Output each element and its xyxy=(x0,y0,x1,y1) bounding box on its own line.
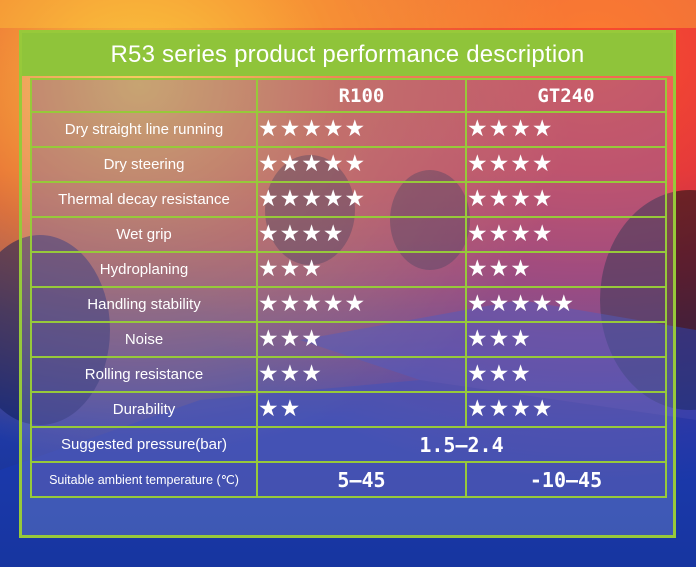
header-r100: R100 xyxy=(256,78,467,113)
table-row: Rolling resistance ★★★ ★★★ xyxy=(30,356,667,393)
header-gt240: GT240 xyxy=(465,78,667,113)
pressure-row: Suggested pressure(bar) 1.5—2.4 xyxy=(30,426,667,463)
r100-temperature-value: 5—45 xyxy=(256,461,467,498)
panel-title: R53 series product performance descripti… xyxy=(22,33,673,76)
r100-rating-stars: ★★★ xyxy=(256,356,467,393)
gt240-rating-stars: ★★★ xyxy=(465,251,667,288)
table-row: Dry straight line running ★★★★★ ★★★★ xyxy=(30,111,667,148)
row-label: Thermal decay resistance xyxy=(30,181,258,218)
gt240-rating-stars: ★★★★ xyxy=(465,181,667,218)
r100-rating-stars: ★★★★★ xyxy=(256,146,467,183)
gt240-rating-stars: ★★★★ xyxy=(465,391,667,428)
table-row: Durability ★★ ★★★★ xyxy=(30,391,667,428)
table-row: Noise ★★★ ★★★ xyxy=(30,321,667,358)
r100-rating-stars: ★★★★★ xyxy=(256,111,467,148)
table-row: Hydroplaning ★★★ ★★★ xyxy=(30,251,667,288)
table-header-row: R100 GT240 xyxy=(30,78,667,113)
pressure-label: Suggested pressure(bar) xyxy=(30,426,258,463)
r100-rating-stars: ★★★★ xyxy=(256,216,467,253)
header-blank xyxy=(30,78,258,113)
row-label: Durability xyxy=(30,391,258,428)
r100-rating-stars: ★★ xyxy=(256,391,467,428)
pressure-value: 1.5—2.4 xyxy=(256,426,667,463)
r100-rating-stars: ★★★ xyxy=(256,321,467,358)
table-row: Dry steering ★★★★★ ★★★★ xyxy=(30,146,667,183)
table-row: Handling stability ★★★★★ ★★★★★ xyxy=(30,286,667,323)
gt240-rating-stars: ★★★★ xyxy=(465,146,667,183)
row-label: Hydroplaning xyxy=(30,251,258,288)
table-row: Wet grip ★★★★ ★★★★ xyxy=(30,216,667,253)
performance-panel: R53 series product performance descripti… xyxy=(19,30,676,538)
gt240-rating-stars: ★★★★ xyxy=(465,111,667,148)
table-row: Thermal decay resistance ★★★★★ ★★★★ xyxy=(30,181,667,218)
r100-rating-stars: ★★★ xyxy=(256,251,467,288)
row-label: Dry straight line running xyxy=(30,111,258,148)
row-label: Noise xyxy=(30,321,258,358)
temperature-label: Suitable ambient temperature (℃) xyxy=(30,461,258,498)
gt240-rating-stars: ★★★ xyxy=(465,321,667,358)
gt240-rating-stars: ★★★★ xyxy=(465,216,667,253)
row-label: Dry steering xyxy=(30,146,258,183)
gt240-rating-stars: ★★★★★ xyxy=(465,286,667,323)
row-label: Rolling resistance xyxy=(30,356,258,393)
row-label: Wet grip xyxy=(30,216,258,253)
gt240-rating-stars: ★★★ xyxy=(465,356,667,393)
gt240-temperature-value: -10—45 xyxy=(465,461,667,498)
r100-rating-stars: ★★★★★ xyxy=(256,181,467,218)
row-label: Handling stability xyxy=(30,286,258,323)
temperature-row: Suitable ambient temperature (℃) 5—45 -1… xyxy=(30,461,667,498)
r100-rating-stars: ★★★★★ xyxy=(256,286,467,323)
performance-table: R100 GT240 Dry straight line running ★★★… xyxy=(30,78,667,498)
